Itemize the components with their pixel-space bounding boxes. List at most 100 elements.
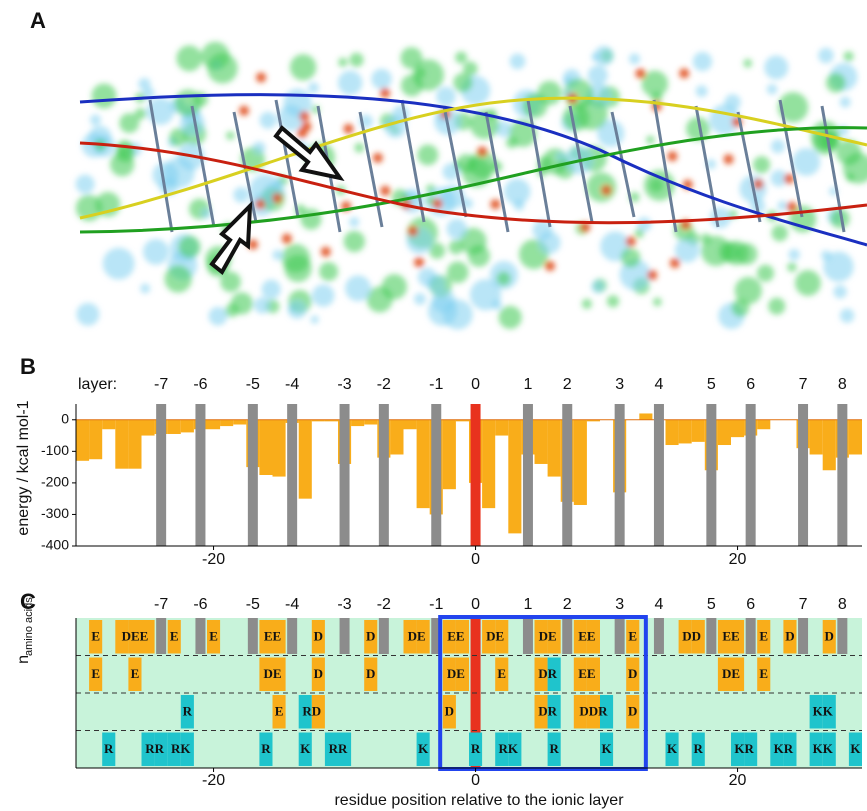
bar xyxy=(810,420,823,455)
residue-label: EE xyxy=(578,666,595,681)
layer-bar xyxy=(746,404,756,546)
residue-label: E xyxy=(170,629,179,644)
blob xyxy=(135,108,147,120)
blob xyxy=(253,141,266,154)
blob-core xyxy=(635,68,645,78)
blob-core xyxy=(545,261,555,271)
layer-bar xyxy=(379,618,389,654)
bar xyxy=(390,420,403,455)
layer-label: -6 xyxy=(193,376,207,393)
blob xyxy=(629,53,640,64)
blob xyxy=(497,272,511,286)
blob xyxy=(400,47,422,69)
layer-bar xyxy=(156,404,166,546)
layer-label: -3 xyxy=(337,596,351,613)
blob xyxy=(821,250,831,260)
residue-label: E xyxy=(91,629,100,644)
residue-label: R xyxy=(183,704,193,719)
residue-label: E xyxy=(275,704,284,719)
bar xyxy=(299,420,312,499)
layer-label: -2 xyxy=(377,596,391,613)
residue-label: DE xyxy=(722,666,740,681)
blob xyxy=(260,112,277,129)
blob xyxy=(138,78,150,90)
blob xyxy=(436,87,456,107)
residue-label: R xyxy=(471,741,481,756)
layer-bar xyxy=(156,618,166,654)
residue-label: K xyxy=(601,741,612,756)
blob xyxy=(176,45,202,71)
blob xyxy=(76,175,95,194)
bar xyxy=(115,420,128,469)
residue-label: R xyxy=(694,741,704,756)
blob xyxy=(455,51,467,63)
residue-label: D xyxy=(366,629,375,644)
blob xyxy=(92,83,117,108)
blob-core xyxy=(724,154,734,164)
bar xyxy=(718,420,731,445)
layer-label: -2 xyxy=(377,376,391,393)
blob-core xyxy=(282,234,292,244)
layer-label: 2 xyxy=(563,376,572,393)
layer-label: 6 xyxy=(746,596,755,613)
bar xyxy=(679,420,692,444)
blob-core xyxy=(380,186,390,196)
blob xyxy=(233,187,249,203)
blob xyxy=(522,93,547,118)
residue-label: D xyxy=(314,629,323,644)
layer-bar xyxy=(248,404,258,546)
y-axis-title: energy / kcal mol-1 xyxy=(15,400,32,535)
bar xyxy=(443,420,456,489)
blob xyxy=(846,173,854,181)
layer-bar xyxy=(798,618,808,654)
blob-core xyxy=(272,193,282,203)
blob xyxy=(354,143,364,153)
layer-title: layer: xyxy=(78,376,117,393)
blob xyxy=(371,69,391,89)
bar xyxy=(849,420,862,455)
blob xyxy=(757,265,774,282)
bar xyxy=(89,420,102,459)
x-tick-label: 0 xyxy=(471,551,480,568)
blob-core xyxy=(667,151,677,161)
blob xyxy=(382,274,407,299)
residue-label: E xyxy=(759,629,768,644)
blob xyxy=(594,46,614,66)
x-tick-label: -20 xyxy=(202,772,225,789)
blob-core xyxy=(753,179,763,189)
blob xyxy=(103,248,135,280)
blob xyxy=(311,315,319,323)
layer-label: -1 xyxy=(429,596,443,613)
blob xyxy=(417,144,438,165)
x-tick-label: 20 xyxy=(729,551,747,568)
blob xyxy=(345,275,371,301)
bar xyxy=(220,420,233,426)
y-tick-label: -200 xyxy=(41,474,69,490)
residue-label: DR xyxy=(538,704,557,719)
blob xyxy=(646,135,655,144)
blob xyxy=(634,229,643,238)
blob xyxy=(231,292,253,314)
blob xyxy=(764,55,788,79)
layer-label: -3 xyxy=(337,376,351,393)
layer-label: -6 xyxy=(193,596,207,613)
blob xyxy=(787,262,797,272)
blob-core xyxy=(679,68,689,78)
bar xyxy=(142,420,155,436)
layer-label: 7 xyxy=(799,376,808,393)
residue-label: K xyxy=(300,741,311,756)
bar xyxy=(495,420,508,436)
layer-bar xyxy=(562,618,572,654)
blob xyxy=(178,236,200,258)
blob xyxy=(771,225,788,242)
layer-bar xyxy=(615,404,625,546)
bar xyxy=(574,420,587,505)
blob-core xyxy=(299,111,309,121)
layer-label: -5 xyxy=(246,596,260,613)
blob xyxy=(510,54,526,70)
y-tick-label: -100 xyxy=(41,442,69,458)
blob-core xyxy=(408,226,418,236)
blob xyxy=(693,52,712,71)
layer-bar xyxy=(706,404,716,546)
